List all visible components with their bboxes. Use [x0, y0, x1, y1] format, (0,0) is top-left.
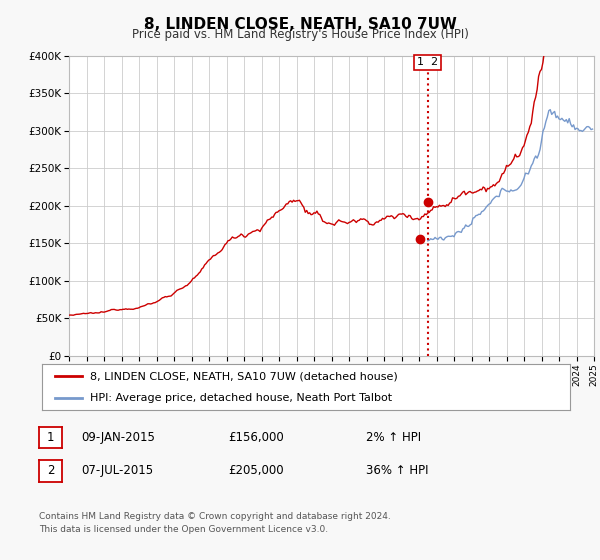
Text: Price paid vs. HM Land Registry's House Price Index (HPI): Price paid vs. HM Land Registry's House … — [131, 28, 469, 41]
Text: 2: 2 — [47, 464, 54, 478]
Text: 1  2: 1 2 — [417, 58, 439, 68]
Text: HPI: Average price, detached house, Neath Port Talbot: HPI: Average price, detached house, Neat… — [89, 394, 392, 403]
Text: £205,000: £205,000 — [228, 464, 284, 478]
Text: 2% ↑ HPI: 2% ↑ HPI — [366, 431, 421, 444]
Text: This data is licensed under the Open Government Licence v3.0.: This data is licensed under the Open Gov… — [39, 525, 328, 534]
Text: 07-JUL-2015: 07-JUL-2015 — [81, 464, 153, 478]
Text: 1: 1 — [47, 431, 54, 444]
Text: 09-JAN-2015: 09-JAN-2015 — [81, 431, 155, 444]
Text: 8, LINDEN CLOSE, NEATH, SA10 7UW (detached house): 8, LINDEN CLOSE, NEATH, SA10 7UW (detach… — [89, 371, 397, 381]
Text: 8, LINDEN CLOSE, NEATH, SA10 7UW: 8, LINDEN CLOSE, NEATH, SA10 7UW — [143, 17, 457, 32]
Text: 36% ↑ HPI: 36% ↑ HPI — [366, 464, 428, 478]
Text: Contains HM Land Registry data © Crown copyright and database right 2024.: Contains HM Land Registry data © Crown c… — [39, 512, 391, 521]
Text: £156,000: £156,000 — [228, 431, 284, 444]
